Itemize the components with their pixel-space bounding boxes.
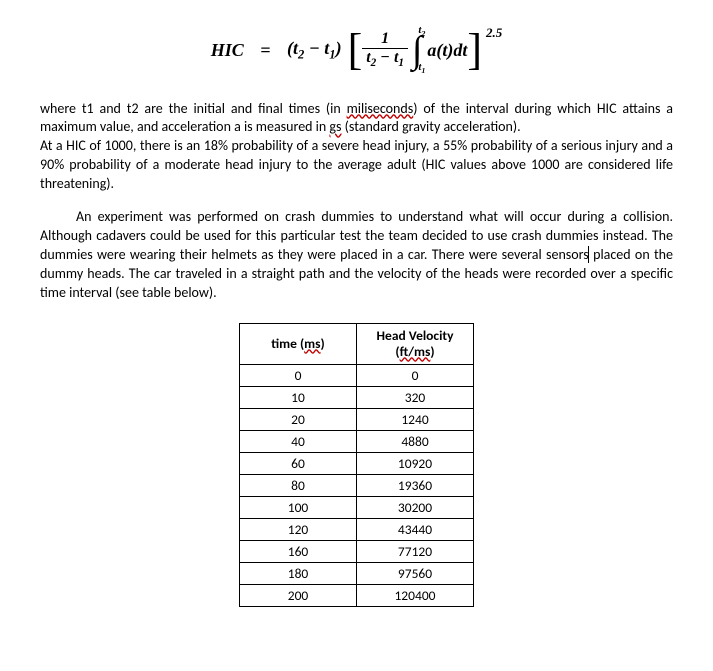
cell-velocity: 4880	[357, 430, 474, 452]
table-row: 10320	[240, 386, 474, 408]
spellcheck-underline: gs	[329, 118, 341, 135]
table-row: 404880	[240, 430, 474, 452]
eq-factor: (t2 − t1)	[287, 39, 342, 61]
cell-time: 0	[240, 364, 357, 386]
cell-velocity: 0	[357, 364, 474, 386]
eq-lhs: HIC	[211, 41, 244, 59]
eq-fraction: 1 t2 − t1	[362, 30, 408, 69]
cell-time: 180	[240, 562, 357, 584]
table-row: 8019360	[240, 474, 474, 496]
table-row: 201240	[240, 408, 474, 430]
eq-bracket-group: [ 1 t2 − t1 ∫ t2 t1 a(t)dt ]	[348, 30, 482, 70]
table-row: 12043440	[240, 518, 474, 540]
cell-velocity: 43440	[357, 518, 474, 540]
eq-exponent: 2.5	[486, 26, 502, 39]
table-header-row: time (ms) Head Velocity (ft/ms)	[240, 323, 474, 364]
cell-velocity: 30200	[357, 496, 474, 518]
cell-time: 80	[240, 474, 357, 496]
eq-equals: =	[260, 41, 270, 59]
table-row: 18097560	[240, 562, 474, 584]
velocity-table: time (ms) Head Velocity (ft/ms) 00103202…	[239, 323, 474, 607]
cell-velocity: 320	[357, 386, 474, 408]
spellcheck-underline: miliseconds	[347, 100, 414, 117]
cell-velocity: 10920	[357, 452, 474, 474]
cell-time: 200	[240, 584, 357, 606]
table-row: 200120400	[240, 584, 474, 606]
cell-time: 20	[240, 408, 357, 430]
eq-integrand: a(t)dt	[427, 41, 467, 59]
hic-equation: HIC = (t2 − t1) [ 1 t2 − t1 ∫ t2 t1 a(t)…	[40, 30, 673, 70]
cell-velocity: 1240	[357, 408, 474, 430]
left-bracket-icon: [	[348, 30, 363, 70]
table-row: 6010920	[240, 452, 474, 474]
cell-time: 160	[240, 540, 357, 562]
cell-velocity: 120400	[357, 584, 474, 606]
col-header-velocity: Head Velocity (ft/ms)	[357, 323, 474, 364]
eq-integral: ∫ t2 t1	[412, 35, 425, 65]
table-row: 00	[240, 364, 474, 386]
col-header-time: time (ms)	[240, 323, 357, 364]
cell-time: 120	[240, 518, 357, 540]
cell-time: 40	[240, 430, 357, 452]
cell-velocity: 97560	[357, 562, 474, 584]
right-bracket-icon: ]	[467, 30, 482, 70]
table-row: 10030200	[240, 496, 474, 518]
cell-time: 100	[240, 496, 357, 518]
cell-time: 60	[240, 452, 357, 474]
paragraph-experiment: An experiment was performed on crash dum…	[40, 208, 673, 302]
cell-time: 10	[240, 386, 357, 408]
table-row: 16077120	[240, 540, 474, 562]
paragraph-definition: where t1 and t2 are the initial and fina…	[40, 100, 673, 194]
cell-velocity: 77120	[357, 540, 474, 562]
cell-velocity: 19360	[357, 474, 474, 496]
